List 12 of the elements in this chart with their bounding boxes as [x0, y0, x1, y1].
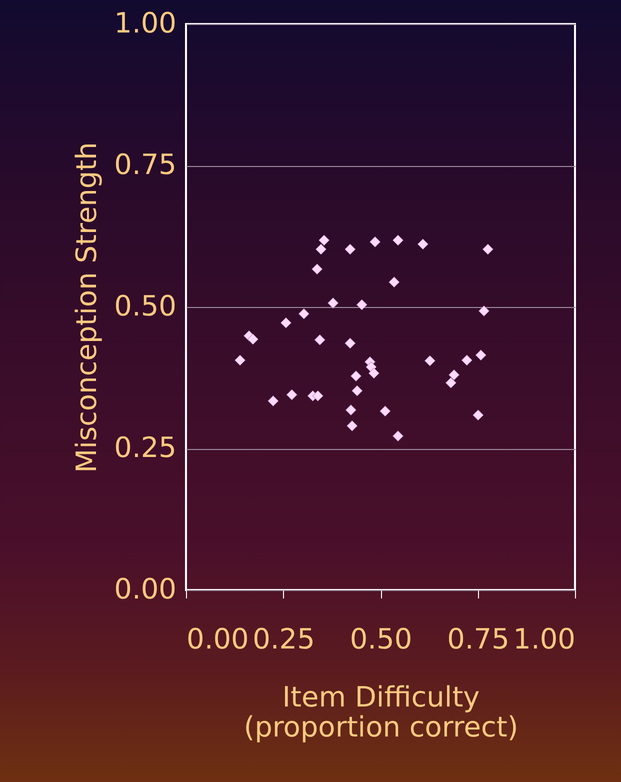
x-tick-label: 1.00	[513, 622, 576, 656]
y-axis-title: Misconception Strength	[70, 142, 104, 473]
y-tick-label: 1.00	[114, 6, 176, 40]
y-tick-label: 0.25	[114, 431, 176, 464]
x-tick-label: 0.75	[447, 622, 510, 656]
y-tick-label: 0.00	[114, 572, 176, 606]
x-tick-label: 0.50	[350, 622, 412, 656]
x-tick-label: 0.25	[252, 622, 315, 656]
x-tick-label: 0.00	[186, 622, 249, 656]
x-axis-title: Item Difficulty (proportion correct)	[244, 680, 518, 744]
y-tick-label: 0.75	[114, 148, 176, 181]
y-tick-label: 0.50	[114, 290, 176, 322]
